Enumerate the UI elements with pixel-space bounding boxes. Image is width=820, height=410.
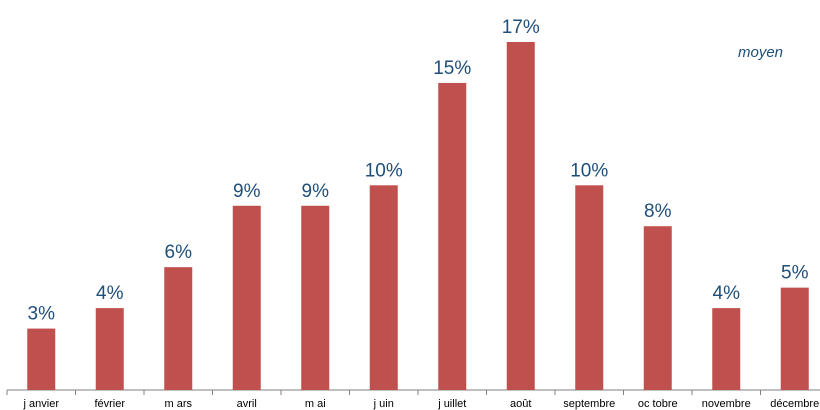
x-tick-label: j uillet bbox=[437, 398, 466, 410]
data-label: 4% bbox=[96, 283, 124, 304]
bar bbox=[643, 226, 672, 390]
x-tick-label: j anvier bbox=[23, 398, 60, 410]
x-tick-label: m ai bbox=[305, 398, 326, 410]
bar bbox=[369, 185, 398, 390]
bar bbox=[712, 308, 741, 390]
data-label: 8% bbox=[644, 201, 672, 222]
data-label: 9% bbox=[302, 181, 330, 202]
bar bbox=[164, 267, 193, 390]
data-label: 3% bbox=[28, 304, 56, 325]
data-label: 6% bbox=[165, 242, 193, 263]
x-tick-label: novembre bbox=[702, 398, 751, 410]
x-tick-label: décembre bbox=[770, 398, 819, 410]
bar bbox=[27, 328, 56, 390]
x-tick-label: avril bbox=[237, 398, 257, 410]
bar bbox=[780, 287, 809, 390]
annotation-text: moyen bbox=[738, 44, 784, 61]
x-tick-label: février bbox=[94, 398, 125, 410]
data-label: 10% bbox=[365, 160, 403, 181]
data-label: 4% bbox=[713, 283, 741, 304]
bar bbox=[95, 308, 124, 390]
x-tick-label: août bbox=[510, 398, 531, 410]
data-label: 15% bbox=[433, 58, 471, 79]
x-tick-label: oc tobre bbox=[638, 398, 678, 410]
data-label: 5% bbox=[781, 263, 809, 284]
bar bbox=[506, 42, 535, 390]
data-label: 17% bbox=[502, 17, 540, 38]
bar bbox=[301, 205, 330, 390]
bar bbox=[575, 185, 604, 390]
data-label: 9% bbox=[233, 181, 261, 202]
x-tick-label: j uin bbox=[373, 398, 394, 410]
bar bbox=[232, 205, 261, 390]
data-label: 10% bbox=[570, 160, 608, 181]
x-tick-label: m ars bbox=[165, 398, 193, 410]
bar bbox=[438, 82, 467, 391]
x-tick-label: septembre bbox=[563, 398, 615, 410]
